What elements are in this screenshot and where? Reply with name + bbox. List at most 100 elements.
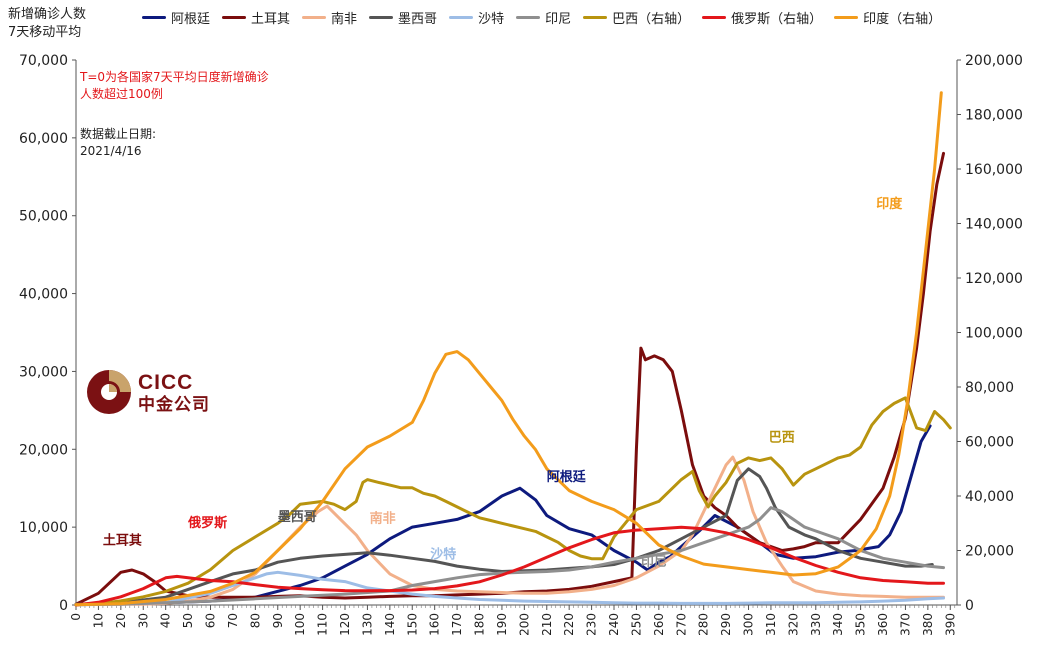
legend-swatch [449,16,474,19]
x-tick-label: 210 [540,613,554,636]
x-tick-label: 180 [473,613,487,636]
legend-label: 巴西（右轴） [612,12,691,27]
x-tick-label: 350 [854,613,868,636]
x-tick-label: 10 [91,613,105,628]
legend-item: 土耳其 [222,8,290,27]
legend-swatch [702,16,727,19]
x-tick-label: 340 [831,613,845,636]
legend-swatch [369,16,394,19]
x-tick-label: 240 [607,613,621,636]
y-tick-label-right: 180,000 [965,108,1023,124]
y-tick-label-left: 30,000 [19,364,68,380]
x-tick-label: 280 [697,613,711,636]
legend-swatch [583,16,608,19]
x-tick-label: 260 [652,613,666,636]
annotation-阿根廷: 阿根廷 [547,469,587,485]
legend-swatch [516,16,541,19]
x-tick-label: 30 [136,613,150,628]
annotation-巴西: 巴西 [769,431,795,446]
annotation-墨西哥: 墨西哥 [278,509,317,525]
x-tick-label: 110 [316,613,330,636]
x-tick-label: 0 [69,613,83,621]
x-tick-label: 360 [876,613,890,636]
x-tick-label: 370 [898,613,912,636]
legend-item: 俄罗斯（右轴） [702,8,822,27]
x-tick-label: 170 [450,613,464,636]
legend-label: 阿根廷 [171,12,211,27]
y-tick-label-right: 60,000 [965,435,1014,451]
y-tick-label-right: 200,000 [965,53,1023,69]
cicc-logo-icon [87,370,131,414]
series-line-墨西哥 [74,467,934,606]
x-tick-label: 250 [629,613,643,636]
x-tick-label: 120 [338,613,352,636]
logo-text-cn: 中金公司 [138,394,210,414]
legend-label: 墨西哥 [398,12,438,27]
legend-item: 阿根廷 [142,8,210,27]
x-tick-label: 160 [428,613,442,636]
cutoff-date: 2021/4/16 [80,144,142,158]
threshold-note-line1: T=0为各国家7天平均日度新增确诊 [80,70,269,84]
y-tick-label-right: 120,000 [965,271,1023,287]
y-tick-label-right: 80,000 [965,380,1014,396]
y-tick-label-right: 0 [965,598,974,614]
y-tick-label-right: 40,000 [965,489,1014,505]
legend-label: 土耳其 [251,12,291,27]
left-axis-title-line1: 新增确诊人数 [8,7,87,22]
legend-item: 巴西（右轴） [583,8,690,27]
x-tick-label: 80 [248,613,262,628]
series-line-土耳其 [74,151,945,606]
y-tick-label-left: 0 [59,598,68,614]
x-tick-label: 300 [742,613,756,636]
y-tick-label-left: 10,000 [19,520,68,536]
y-tick-label-right: 140,000 [965,217,1023,233]
legend-label: 南非 [331,12,358,27]
x-tick-label: 230 [585,613,599,636]
left-axis-title-line2: 7天移动平均 [8,25,82,40]
cicc-logo: CICC 中金公司 [86,369,210,415]
x-tick-label: 40 [159,613,173,628]
x-tick-label: 150 [405,613,419,636]
y-tick-label-left: 20,000 [19,442,68,458]
y-tick-label-right: 160,000 [965,162,1023,178]
x-tick-label: 130 [360,613,374,636]
annotation-印度: 印度 [876,196,903,212]
x-tick-label: 390 [943,613,957,636]
legend-swatch [142,16,166,19]
legend-item: 墨西哥 [369,8,437,27]
legend-label: 沙特 [478,12,505,27]
series-line-印尼 [74,506,945,607]
series-line-俄罗斯（右轴） [74,525,945,607]
x-tick-label: 190 [495,613,509,636]
x-tick-label: 90 [271,613,285,628]
x-tick-label: 100 [293,613,307,636]
x-tick-label: 380 [921,613,935,636]
cutoff-label: 数据截止日期: [80,127,157,141]
x-tick-label: 320 [786,613,800,636]
annotation-沙特: 沙特 [430,546,456,562]
y-tick-label-left: 70,000 [19,53,68,69]
y-tick-label-left: 50,000 [19,209,68,225]
legend: 阿根廷 土耳其 南非 墨西哥 沙特 印尼 巴西（右轴） 俄罗斯（右轴） 印度（右轴） [142,8,941,27]
x-tick-label: 200 [517,613,531,636]
legend-label: 印尼 [545,12,572,27]
legend-label: 印度（右轴） [863,12,942,27]
x-tick-label: 330 [809,613,823,636]
legend-label: 俄罗斯（右轴） [731,12,823,27]
legend-item: 沙特 [449,8,504,27]
series-line-印度（右轴） [74,91,943,607]
x-tick-label: 220 [562,613,576,636]
x-tick-label: 60 [204,613,218,628]
legend-item: 印尼 [516,8,571,27]
annotation-印尼: 印尼 [641,555,667,570]
left-axis-title: 新增确诊人数 7天移动平均 [8,6,86,42]
annotation-俄罗斯: 俄罗斯 [187,515,227,531]
cutoff-note: 数据截止日期: 2021/4/16 [80,126,156,160]
x-tick-label: 20 [114,613,128,628]
x-tick-label: 270 [674,613,688,636]
legend-item: 印度（右轴） [834,8,941,27]
legend-swatch [302,16,327,19]
y-tick-label-right: 100,000 [965,326,1023,342]
annotation-南非: 南非 [370,510,396,526]
